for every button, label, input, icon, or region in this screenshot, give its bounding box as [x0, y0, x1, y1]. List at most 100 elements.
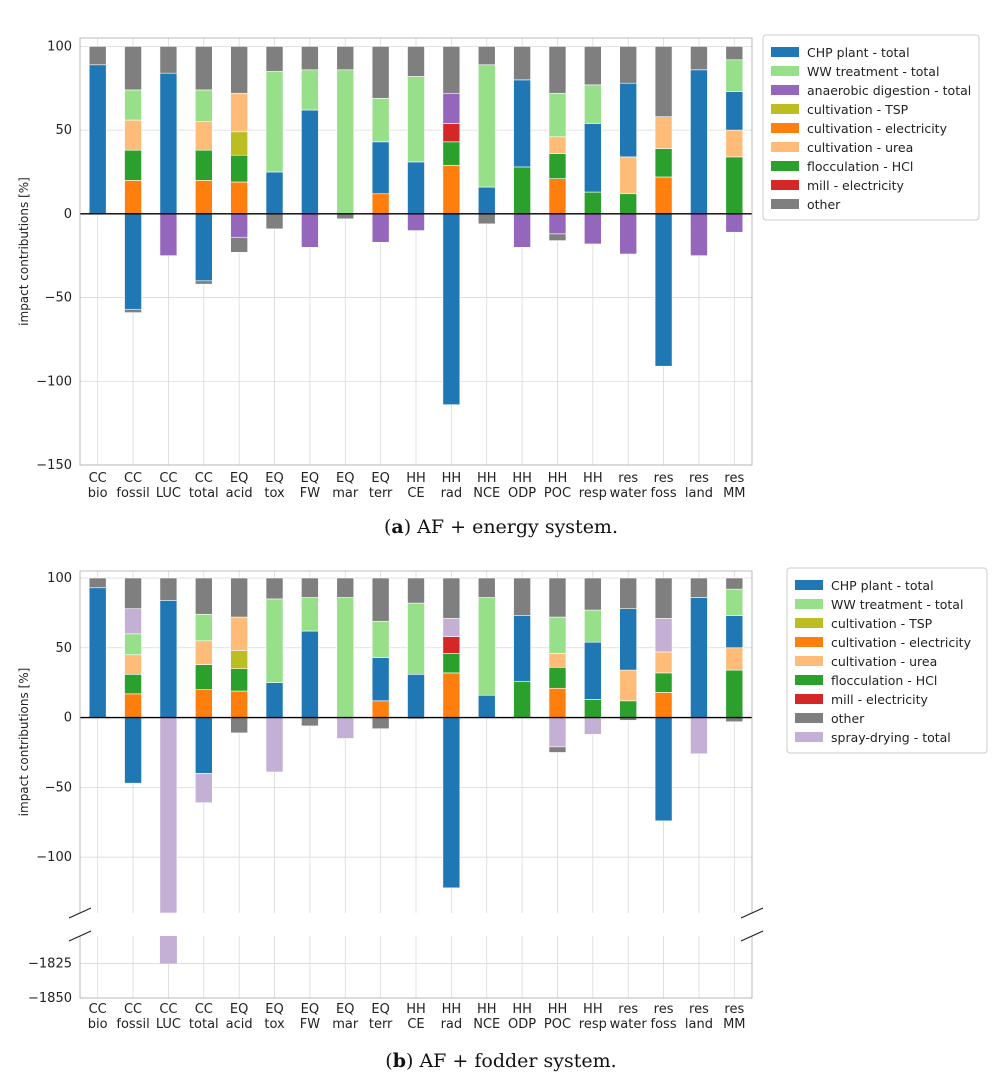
chart-a-legend-swatch-7 — [771, 180, 799, 190]
chart-a-bar-13-neg-0 — [548, 213, 567, 235]
chart-a-xtick-15-bottom: water — [610, 486, 648, 501]
chart-a-xtick-16-top: res — [654, 471, 674, 486]
chart-b-upper-bar-13-pos-2 — [548, 653, 567, 668]
chart-b-upper-bar-17-pos-0 — [690, 597, 708, 718]
chart-b-upper-bar-6-neg-0 — [301, 717, 319, 727]
chart-b-legend-label-2: cultivation - TSP — [831, 616, 933, 631]
chart-b-xtick-10-bottom: rad — [441, 1017, 463, 1032]
chart-b-upper-bar-5-pos-1 — [265, 598, 284, 683]
chart-a-xtick-8-top: EQ — [371, 471, 389, 486]
chart-b-upper-bar-0-pos-1 — [88, 577, 107, 589]
chart-b-upper-bar-14-pos-3 — [584, 577, 602, 611]
chart-b-xtick-14-bottom: resp — [579, 1017, 607, 1032]
chart-b-upper-bar-2-pos-0 — [159, 600, 178, 718]
chart-b: −100−50050100−1850−1825CCbioCCfossilCCLU… — [17, 567, 988, 1032]
chart-b-upper-bar-16-pos-3 — [654, 618, 673, 653]
chart-a-xtick-6-bottom: FW — [300, 486, 320, 501]
chart-a-bar-14-pos-2 — [584, 84, 602, 124]
chart-a-bar-5-pos-1 — [265, 71, 284, 173]
chart-a-legend-box — [762, 34, 980, 221]
chart-b-upper-bar-14-pos-2 — [584, 609, 602, 643]
chart-a-legend-swatch-1 — [771, 66, 799, 76]
chart-b-xtick-12-top: HH — [512, 1002, 532, 1017]
chart-a-bar-9-pos-1 — [407, 76, 425, 163]
chart-b-upper-bar-1-pos-5 — [124, 577, 142, 609]
chart-b-legend-swatch-0 — [795, 580, 823, 590]
chart-a-bar-1-neg-1 — [124, 308, 142, 313]
chart-a-bar-16-pos-2 — [654, 116, 673, 149]
chart-a-xtick-0-top: CC — [89, 471, 107, 486]
chart-a-bar-6-neg-0 — [301, 213, 319, 248]
chart-a-xtick-13-bottom: POC — [544, 486, 571, 501]
chart-a-xtick-5-top: EQ — [265, 471, 283, 486]
chart-b-break-mark-0 — [68, 907, 92, 919]
chart-b-upper-bar-12-pos-2 — [513, 577, 531, 616]
chart-b-upper-bar-14-pos-1 — [584, 641, 602, 700]
chart-b-upper-bar-16-pos-1 — [654, 672, 673, 693]
chart-a-bar-3-pos-1 — [194, 149, 213, 181]
chart-b-xtick-5-bottom: tox — [264, 1017, 285, 1032]
chart-a-bar-3-pos-3 — [194, 89, 213, 123]
chart-a-legend-label-5: cultivation - urea — [807, 140, 913, 155]
chart-a-xtick-14-bottom: resp — [579, 486, 607, 501]
chart-b-upper-bar-11-pos-1 — [477, 597, 496, 696]
chart-b-upper-bar-15-pos-1 — [619, 669, 638, 702]
chart-a-bar-4-pos-2 — [230, 131, 248, 156]
chart-a-bar-1-pos-1 — [124, 149, 142, 181]
chart-a-bar-18-pos-3 — [725, 59, 744, 92]
chart-a-bar-9-pos-0 — [407, 161, 425, 215]
chart-a-legend-swatch-6 — [771, 161, 799, 171]
chart-a-bar-8-pos-0 — [371, 193, 390, 215]
chart-b-xtick-17-top: res — [689, 1002, 709, 1017]
chart-b-upper-bar-13-pos-4 — [548, 577, 567, 618]
chart-b-upper-bar-15-pos-2 — [619, 608, 638, 671]
chart-a-bar-13-pos-0 — [548, 178, 567, 215]
chart-a-ytick-0: −150 — [36, 458, 72, 473]
chart-b-legend-label-4: cultivation - urea — [831, 654, 937, 669]
chart-a-xtick-4-top: EQ — [230, 471, 248, 486]
chart-b-legend-swatch-1 — [795, 599, 823, 609]
chart-b-upper-bar-7-pos-0 — [336, 597, 355, 718]
chart-a-bar-17-pos-1 — [690, 46, 708, 71]
chart-a-bar-18-neg-0 — [725, 213, 744, 233]
chart-a-bar-4-pos-1 — [230, 154, 248, 183]
chart-b-upper-bar-4-pos-1 — [230, 668, 248, 692]
chart-b-upper-bar-0-pos-0 — [88, 587, 107, 718]
chart-b-upper-bar-1-pos-1 — [124, 673, 142, 695]
chart-b-upper-bar-5-pos-0 — [265, 682, 284, 718]
chart-b-upper-bar-15-pos-0 — [619, 700, 638, 718]
chart-b-xtick-3-bottom: total — [189, 1017, 219, 1032]
chart-b-upper-frame — [79, 570, 753, 913]
chart-a-legend-label-6: flocculation - HCl — [807, 159, 913, 174]
chart-a-legend-label-4: cultivation - electricity — [807, 121, 948, 136]
chart-a-xtick-5-bottom: tox — [264, 486, 285, 501]
chart-b-upper-bar-18-pos-3 — [725, 588, 744, 616]
chart-a-bar-4-pos-4 — [230, 46, 248, 94]
caption-a-label: a — [391, 516, 404, 538]
chart-b-upper-bar-4-pos-2 — [230, 650, 248, 670]
chart-b-xtick-15-top: res — [618, 1002, 638, 1017]
chart-a-xtick-0-bottom: bio — [88, 486, 108, 501]
chart-a-bar-11-pos-1 — [477, 64, 496, 188]
chart-a-bar-5-pos-0 — [265, 171, 284, 215]
chart-b-upper-bar-6-pos-0 — [301, 630, 319, 718]
chart-b-legend-box — [786, 567, 988, 754]
chart-b-xtick-13-bottom: POC — [544, 1017, 571, 1032]
chart-b-xtick-0-bottom: bio — [88, 1017, 108, 1032]
chart-a-xtick-10-top: HH — [442, 471, 462, 486]
chart-a-bar-9-neg-0 — [407, 213, 425, 231]
chart-a-legend-label-3: cultivation - TSP — [807, 102, 909, 117]
chart-a-bar-18-pos-2 — [725, 91, 744, 131]
chart-a-bar-17-neg-0 — [690, 213, 708, 256]
chart-b-upper-bar-3-pos-1 — [194, 664, 213, 690]
chart-b-upper-bar-16-neg-0 — [654, 717, 673, 822]
chart-b-legend-swatch-7 — [795, 713, 823, 723]
chart-b-xtick-18-top: res — [724, 1002, 744, 1017]
chart-a-bar-15-pos-3 — [619, 46, 638, 84]
chart-b-upper-bar-8-neg-0 — [371, 717, 390, 730]
chart-a-bar-2-pos-0 — [159, 72, 178, 215]
chart-b-upper-bar-14-neg-0 — [584, 717, 602, 735]
chart-b-upper-bar-16-pos-4 — [654, 577, 673, 619]
chart-a-legend-swatch-2 — [771, 85, 799, 95]
